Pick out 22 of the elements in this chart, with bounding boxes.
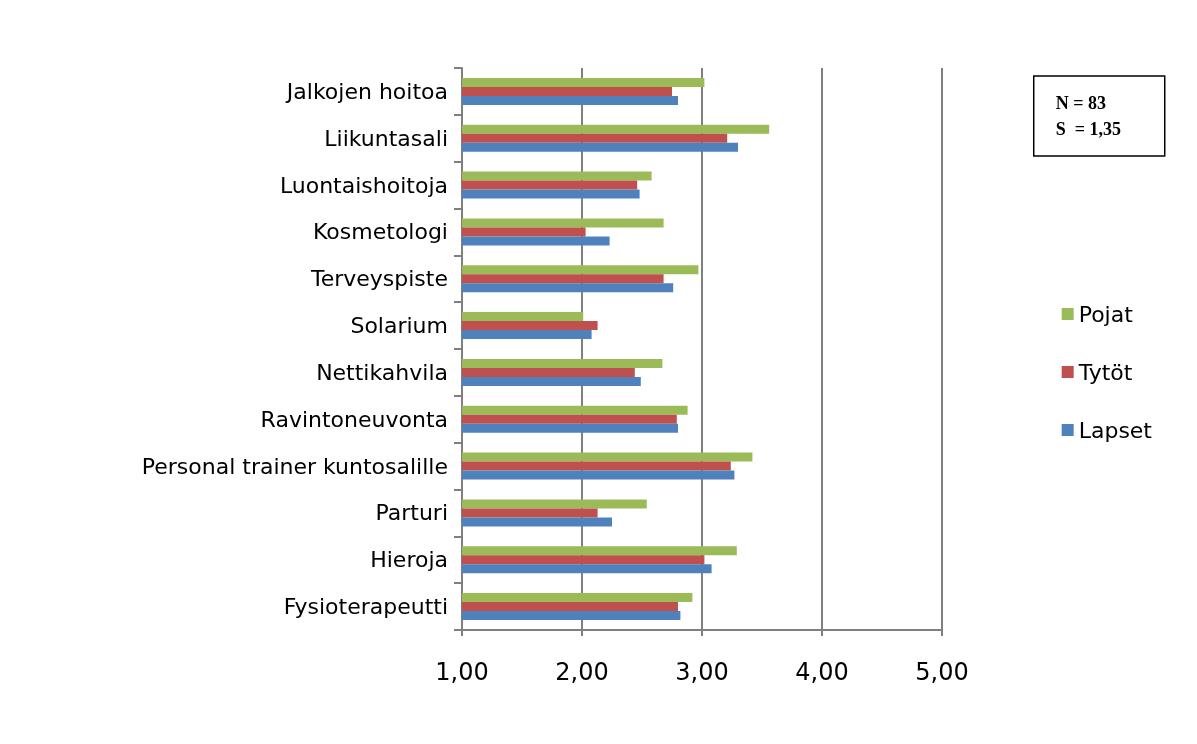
y-tick-label: Liikuntasali [324, 125, 448, 151]
y-tick-label: Fysioterapeutti [283, 594, 448, 620]
y-tick-label: Parturi [375, 500, 448, 526]
legend-label: Tytöt [1077, 359, 1133, 385]
x-tick-label: 3,00 [675, 658, 729, 686]
y-tick-label: Terveyspiste [309, 266, 448, 292]
x-tick-label: 4,00 [795, 658, 849, 686]
x-tick-label: 5,00 [915, 658, 969, 686]
x-tick-label: 1,00 [435, 658, 489, 686]
y-tick-label: Kosmetologi [313, 219, 448, 245]
legend-label: Lapset [1078, 417, 1153, 443]
legend-label: Pojat [1078, 301, 1134, 327]
y-tick-label: Luontaishoitoja [279, 172, 448, 198]
text: N = 83 [1055, 93, 1106, 113]
y-tick-label: Personal trainer kuntosalille [141, 453, 448, 479]
y-tick-label: Jalkojen hoitoa [284, 78, 448, 104]
x-tick-label: 2,00 [555, 658, 609, 686]
y-tick-label: Nettikahvila [316, 359, 448, 385]
y-tick-label: Solarium [350, 313, 448, 339]
y-tick-label: Hieroja [370, 547, 448, 573]
y-tick-label: Ravintoneuvonta [260, 406, 448, 432]
text: S = 1,35 [1055, 119, 1122, 139]
